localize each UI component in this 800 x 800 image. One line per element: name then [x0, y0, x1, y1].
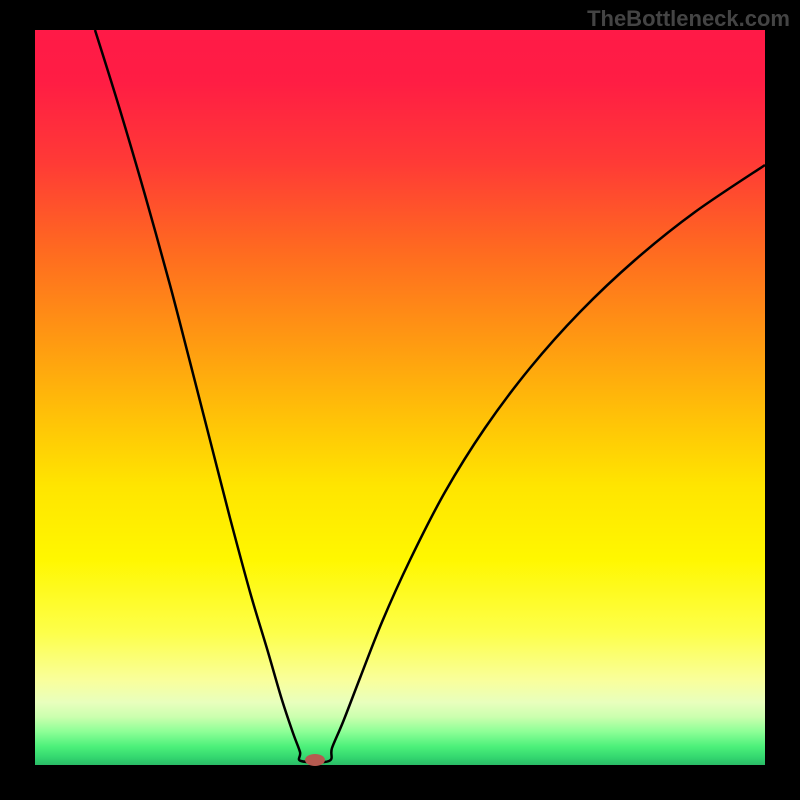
- chart-svg: [0, 0, 800, 800]
- chart-root: TheBottleneck.com: [0, 0, 800, 800]
- plot-background: [35, 30, 765, 765]
- optimum-marker: [305, 754, 325, 766]
